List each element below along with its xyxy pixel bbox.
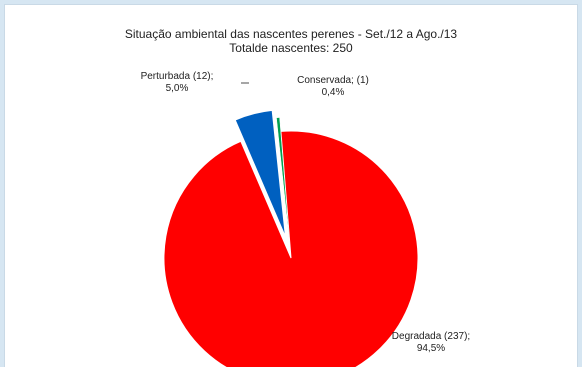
pie-chart xyxy=(163,82,419,367)
label-conservada-name: Conservada; (1) xyxy=(297,75,369,86)
label-perturbada: Perturbada (12); 5,0% xyxy=(117,71,237,95)
chart-title: Situação ambiental das nascentes perenes… xyxy=(124,27,458,41)
pie-slice-perturbada xyxy=(234,109,286,237)
label-perturbada-name: Perturbada (12); xyxy=(140,71,214,82)
label-degradada: Degradada (237); 94,5% xyxy=(376,331,486,355)
label-degradada-percent: 94,5% xyxy=(416,343,446,354)
label-perturbada-percent: 5,0% xyxy=(165,83,189,94)
pie-slice-degradada xyxy=(163,130,419,367)
pie-slice-conservada xyxy=(276,117,290,245)
label-conservada-percent: 0,4% xyxy=(321,87,345,98)
chart-subtitle: Totalde nascentes: 250 xyxy=(229,41,353,55)
label-degradada-name: Degradada (237); xyxy=(391,331,471,342)
label-conservada: Conservada; (1) 0,4% xyxy=(283,75,383,99)
chart-frame: Situação ambiental das nascentes perenes… xyxy=(4,4,578,367)
